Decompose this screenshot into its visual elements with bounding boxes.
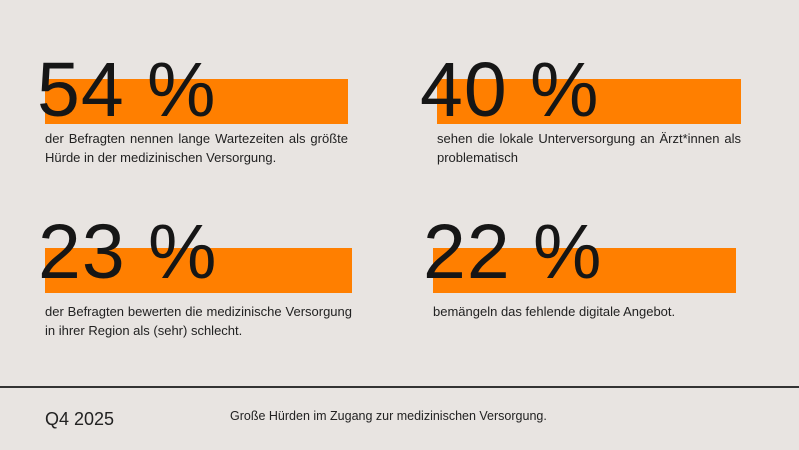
stat-value: 23 % [38,209,218,295]
stat-description: sehen die lokale Unterversorgung an Ärzt… [437,131,741,165]
stat-value: 22 % [423,209,603,295]
divider [0,386,799,388]
stat-value: 54 % [37,47,217,133]
highlight-bar [45,248,352,293]
stat-description: bemängeln das fehlende digitale Angebot. [433,304,676,319]
stat-description: der Befragten bewerten die medizinische … [45,304,352,338]
highlight-bar [433,248,736,293]
stat-description: der Befragten nennen lange Wartezeiten a… [45,131,348,165]
period-label: Q4 2025 [45,409,115,429]
highlight-bar [437,79,741,124]
footer-caption: Große Hürden im Zugang zur medizinischen… [230,409,547,423]
highlight-bar [45,79,348,124]
stat-value: 40 % [420,47,600,133]
